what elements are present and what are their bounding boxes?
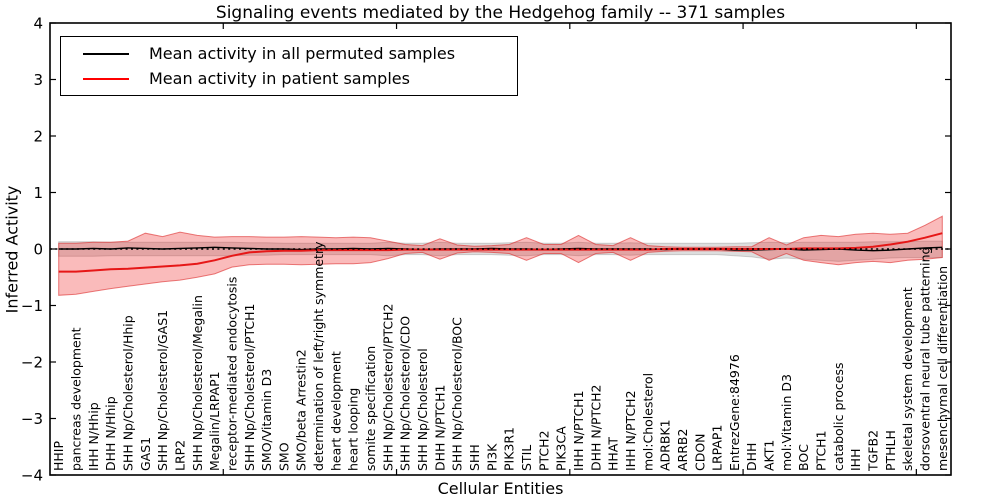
x-tick-label: IHH N/Hhip xyxy=(86,402,101,471)
legend-item-patient: Mean activity in patient samples xyxy=(83,66,517,91)
x-tick-label: somite specification xyxy=(363,346,378,471)
y-tick-label: 0 xyxy=(33,241,43,259)
y-tick-label: −4 xyxy=(21,467,43,485)
x-tick-label: SMO xyxy=(276,442,291,471)
x-tick-label: SHH Np/Cholesterol/PTCH1 xyxy=(242,304,257,472)
legend-label-permuted: Mean activity in all permuted samples xyxy=(149,44,456,63)
x-tick-label: determination of left/right symmetry xyxy=(311,241,326,471)
x-tick-label: SHH Np/Cholesterol/Megalin xyxy=(190,295,205,471)
x-tick-label: DHH N/PTCH1 xyxy=(432,385,447,471)
x-tick-label: EntrezGene:84976 xyxy=(727,354,742,471)
x-tick-label: IHH N/PTCH1 xyxy=(571,390,586,471)
x-tick-label: receptor-mediated endocytosis xyxy=(224,277,239,471)
x-tick-label: mol:Cholesterol xyxy=(640,373,655,471)
x-tick-label: SMO/beta Arrestin2 xyxy=(294,349,309,471)
x-tick-label: catabolic process xyxy=(831,362,846,471)
x-tick-label: PTHLH xyxy=(883,430,898,471)
y-tick-label: −2 xyxy=(21,354,43,372)
x-tick-label: ARRB2 xyxy=(675,429,690,471)
x-tick-label: DHH xyxy=(744,443,759,471)
y-tick-label: 1 xyxy=(33,184,43,202)
x-tick-label: PIK3R1 xyxy=(502,427,517,471)
x-tick-label: DHH N/Hhip xyxy=(103,396,118,471)
x-tick-label: IHH N/PTCH2 xyxy=(623,390,638,471)
legend-line-patient-icon xyxy=(83,77,129,80)
x-tick-label: GAS1 xyxy=(138,437,153,471)
y-axis-label: Inferred Activity xyxy=(2,185,22,314)
x-axis-label: Cellular Entities xyxy=(437,479,564,498)
x-tick-label: skeletal system development xyxy=(900,287,915,471)
legend-label-patient: Mean activity in patient samples xyxy=(149,69,410,88)
patient-confidence-band xyxy=(58,215,943,296)
x-tick-label: SHH xyxy=(467,444,482,471)
x-tick-label: SHH Np/Cholesterol/BOC xyxy=(450,317,465,471)
x-tick-label: SMO/Vitamin D3 xyxy=(259,369,274,471)
x-tick-label: IHH xyxy=(848,449,863,472)
x-tick-label: TGFB2 xyxy=(866,430,881,472)
x-tick-label: HHAT xyxy=(606,437,621,471)
x-tick-label: SHH Np/Cholesterol/GAS1 xyxy=(155,310,170,471)
chart-title: Signaling events mediated by the Hedgeho… xyxy=(215,3,786,23)
x-tick-label: LRPAP1 xyxy=(710,425,725,471)
legend-item-permuted: Mean activity in all permuted samples xyxy=(83,41,517,66)
x-tick-label: PIK3CA xyxy=(554,426,569,471)
legend-line-permuted-icon xyxy=(83,52,129,55)
x-tick-label: CDON xyxy=(692,433,707,471)
x-tick-label: BOC xyxy=(796,444,811,471)
x-tick-label: HHIP xyxy=(51,441,66,471)
x-tick-label: pancreas development xyxy=(68,327,83,471)
legend: Mean activity in all permuted samples Me… xyxy=(60,36,518,96)
x-tick-label: AKT1 xyxy=(762,440,777,471)
x-tick-label: SHH Np/Cholesterol/Hhip xyxy=(120,315,135,471)
y-tick-label: −3 xyxy=(21,410,43,428)
x-tick-label: STIL xyxy=(519,445,534,471)
x-tick-label: SHH Np/Cholesterol xyxy=(415,348,430,471)
x-tick-label: LRP2 xyxy=(172,440,187,471)
x-tick-label: heart looping xyxy=(346,388,361,471)
x-tick-label: SHH Np/Cholesterol/PTCH2 xyxy=(380,304,395,472)
x-tick-label: ADRBK1 xyxy=(658,419,673,471)
y-tick-label: 3 xyxy=(33,71,43,89)
x-tick-label: DHH N/PTCH2 xyxy=(588,385,603,471)
y-tick-label: −1 xyxy=(21,297,43,315)
x-tick-label: Megalin/LRPAP1 xyxy=(207,371,222,471)
x-tick-label: mol:Vitamin D3 xyxy=(779,374,794,471)
x-tick-label: PI3K xyxy=(484,443,499,471)
x-tick-label: mesenchymal cell differentiation xyxy=(935,266,950,471)
y-tick-label: 4 xyxy=(33,15,43,33)
x-tick-label: dorsoventral neural tube patterning xyxy=(918,247,933,472)
x-tick-label: PTCH2 xyxy=(536,430,551,471)
patient-mean-line xyxy=(58,232,943,273)
y-tick-label: 2 xyxy=(33,128,43,146)
x-tick-label: PTCH1 xyxy=(814,430,829,471)
x-tick-label: SHH Np/Cholesterol/CDO xyxy=(398,316,413,471)
x-tick-label: heart development xyxy=(328,351,343,471)
